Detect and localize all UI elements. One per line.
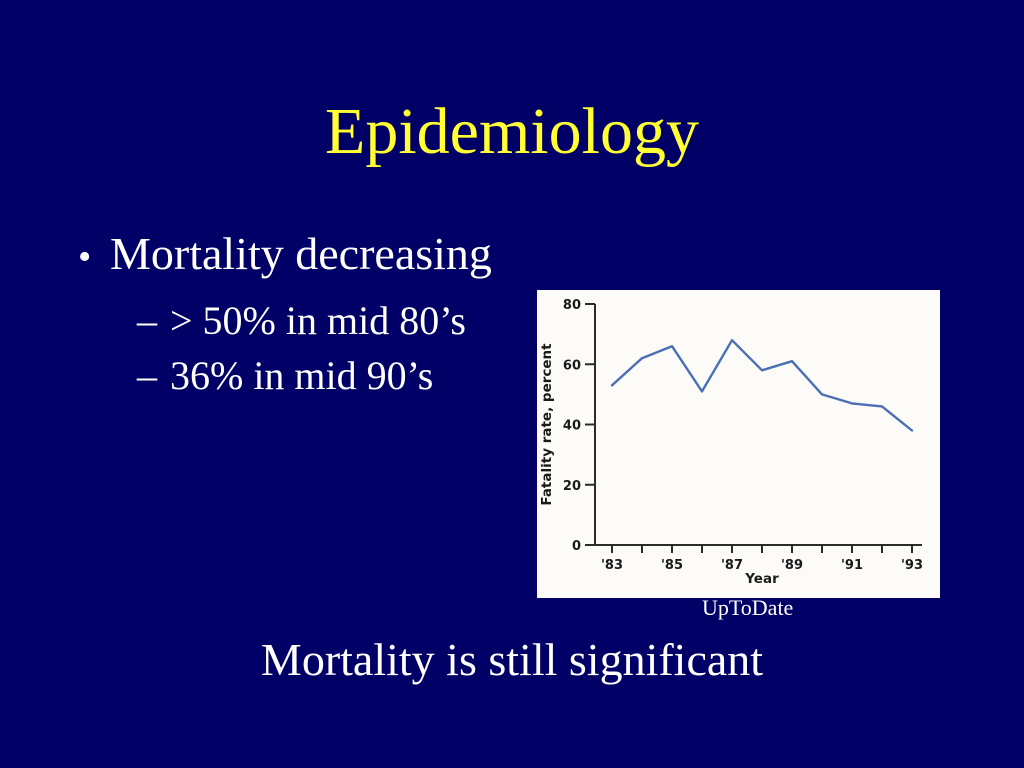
svg-text:'89: '89 — [781, 558, 803, 573]
sub-bullet-text: 36% in mid 90’s — [170, 353, 434, 398]
svg-text:'83: '83 — [601, 558, 623, 573]
slide-title: Epidemiology — [325, 95, 699, 168]
svg-text:'93: '93 — [901, 558, 923, 573]
bullet-item-mortality-decreasing: • Mortality decreasing — [78, 231, 492, 277]
sub-bullet-mid-80s: – > 50% in mid 80’s — [137, 301, 466, 341]
svg-text:'85: '85 — [661, 558, 683, 573]
dash-icon: – — [137, 298, 157, 343]
sub-bullet-text: > 50% in mid 80’s — [170, 298, 466, 343]
sub-bullet-mid-90s: – 36% in mid 90’s — [137, 356, 433, 396]
bullet-text: Mortality decreasing — [110, 228, 492, 279]
svg-text:80: 80 — [563, 298, 581, 313]
dash-icon: – — [137, 353, 157, 398]
svg-text:20: 20 — [563, 479, 581, 494]
bullet-dot-icon: • — [78, 236, 92, 278]
svg-text:'91: '91 — [841, 558, 863, 573]
fatality-rate-chart: 0 20 40 60 80 '83 '85 '87 '89 '91 '93 Year Fatality … — [537, 290, 940, 598]
svg-text:40: 40 — [563, 419, 581, 434]
svg-text:Year: Year — [744, 571, 779, 587]
svg-text:'87: '87 — [721, 558, 743, 573]
chart-source-caption: UpToDate — [702, 595, 794, 620]
fatality-rate-chart-svg: 0 20 40 60 80 '83 '85 '87 '89 '91 '93 Year Fatality … — [539, 298, 923, 587]
svg-text:0: 0 — [572, 539, 581, 554]
svg-text:Fatality rate, percent: Fatality rate, percent — [539, 343, 555, 506]
footer-statement: Mortality is still significant — [260, 634, 764, 685]
svg-text:60: 60 — [563, 358, 581, 373]
